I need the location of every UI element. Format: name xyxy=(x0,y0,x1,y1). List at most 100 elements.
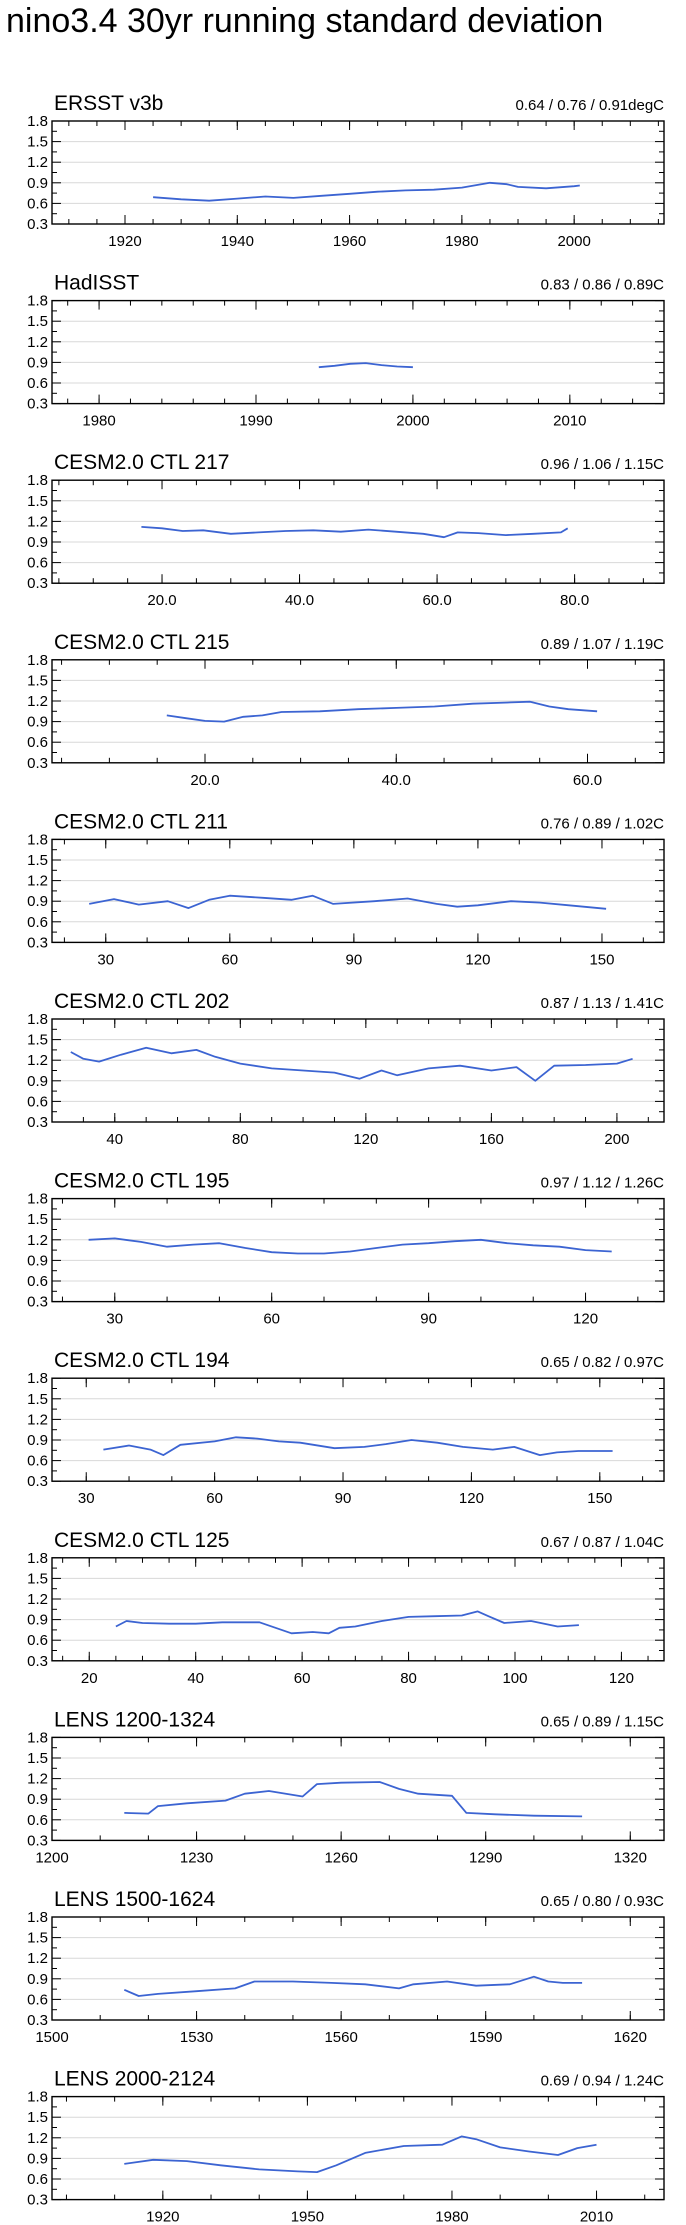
y-tick-label: 1.8 xyxy=(27,652,48,669)
x-tick-label: 80 xyxy=(232,1131,249,1148)
x-tick-label: 1950 xyxy=(291,2209,324,2225)
x-tick-label: 60.0 xyxy=(422,592,451,609)
y-tick-label: 0.6 xyxy=(27,1991,48,2008)
y-tick-label: 1.8 xyxy=(27,1729,48,1746)
y-tick-label: 1.5 xyxy=(27,1211,48,1228)
plot-frame xyxy=(51,1377,665,1482)
series-line xyxy=(88,1237,612,1255)
x-tick-label: 1230 xyxy=(180,1849,213,1866)
plot-frame xyxy=(51,659,665,764)
y-tick-label: 1.5 xyxy=(27,2109,48,2126)
x-tick-label: 1920 xyxy=(108,233,141,250)
y-tick-label: 0.3 xyxy=(27,575,48,592)
y-tick-label: 0.6 xyxy=(27,555,48,572)
series-line xyxy=(166,700,598,723)
x-tick-label: 40.0 xyxy=(285,592,314,609)
series-line xyxy=(124,1781,583,1818)
x-tick-label: 60 xyxy=(263,1311,280,1328)
y-tick-label: 0.3 xyxy=(27,2192,48,2209)
x-tick-label: 1500 xyxy=(35,2029,68,2046)
y-tick-label: 0.3 xyxy=(27,1294,48,1311)
y-tick-label: 0.9 xyxy=(27,1791,48,1808)
x-tick-label: 120 xyxy=(353,1131,378,1148)
x-tick-label: 1200 xyxy=(35,1849,68,1866)
y-tick-label: 0.3 xyxy=(27,1473,48,1490)
x-tick-label: 2010 xyxy=(580,2209,613,2225)
y-tick-label: 0.3 xyxy=(27,934,48,951)
plot-frame xyxy=(51,1736,665,1842)
y-tick-label: 1.5 xyxy=(27,134,48,151)
y-tick-label: 1.2 xyxy=(27,1771,48,1788)
y-tick-label: 0.9 xyxy=(27,175,48,192)
y-tick-label: 0.3 xyxy=(27,2012,48,2029)
y-tick-label: 1.8 xyxy=(27,472,48,489)
x-tick-label: 40 xyxy=(106,1131,123,1148)
y-tick-label: 1.2 xyxy=(27,2130,48,2147)
panel-stats: 0.97 / 1.12 / 1.26C xyxy=(541,1175,665,1192)
x-tick-label: 1980 xyxy=(445,233,478,250)
x-tick-label: 30 xyxy=(106,1311,123,1328)
panel-stats: 0.64 / 0.76 / 0.91degC xyxy=(516,97,665,114)
y-tick-label: 1.8 xyxy=(27,113,48,130)
x-tick-label: 60 xyxy=(206,1490,223,1507)
y-tick-label: 0.9 xyxy=(27,893,48,910)
y-tick-label: 1.5 xyxy=(27,313,48,330)
x-tick-label: 1320 xyxy=(614,1849,647,1866)
y-tick-label: 1.2 xyxy=(27,1232,48,1249)
x-tick-label: 1560 xyxy=(324,2029,357,2046)
x-tick-label: 40.0 xyxy=(382,772,411,789)
y-tick-label: 1.2 xyxy=(27,154,48,171)
x-tick-label: 2000 xyxy=(396,413,429,430)
x-tick-label: 2000 xyxy=(557,233,590,250)
y-tick-label: 1.2 xyxy=(27,334,48,351)
y-tick-label: 0.3 xyxy=(27,1832,48,1849)
panel-stats: 0.69 / 0.94 / 1.24C xyxy=(541,2073,665,2090)
y-tick-label: 0.9 xyxy=(27,1252,48,1269)
y-tick-label: 0.9 xyxy=(27,1971,48,1988)
x-tick-label: 40 xyxy=(187,1670,204,1687)
chart-panel: 0.3 0.6 0.9 1.2 1.5 1.8 30 60 90 120 CESM2.0 CTL 1… xyxy=(27,1170,665,1328)
panel-title: CESM2.0 CTL 217 xyxy=(54,451,229,474)
series-line xyxy=(153,181,580,202)
panel-title: CESM2.0 CTL 215 xyxy=(54,631,229,654)
panel-title: LENS 1200-1324 xyxy=(54,1708,215,1731)
y-tick-label: 1.5 xyxy=(27,1032,48,1049)
y-tick-label: 1.8 xyxy=(27,831,48,848)
panel-stats: 0.96 / 1.06 / 1.15C xyxy=(541,456,665,473)
x-tick-label: 120 xyxy=(573,1311,598,1328)
x-tick-label: 90 xyxy=(346,951,363,968)
x-tick-label: 150 xyxy=(587,1490,612,1507)
y-tick-label: 1.2 xyxy=(27,1591,48,1608)
x-tick-label: 90 xyxy=(420,1311,437,1328)
chart-panel: 0.3 0.6 0.9 1.2 1.5 1.8 1920 1950 1980 2010 LENS 2… xyxy=(27,2068,665,2225)
x-tick-label: 1980 xyxy=(435,2209,468,2225)
x-tick-label: 1530 xyxy=(180,2029,213,2046)
y-tick-label: 0.6 xyxy=(27,1453,48,1470)
x-tick-label: 160 xyxy=(479,1131,504,1148)
panel-stats: 0.76 / 0.89 / 1.02C xyxy=(541,815,665,832)
x-tick-label: 200 xyxy=(604,1131,629,1148)
panel-title: ERSST v3b xyxy=(54,92,163,115)
x-tick-label: 1940 xyxy=(221,233,254,250)
y-tick-label: 0.6 xyxy=(27,734,48,751)
x-tick-label: 60.0 xyxy=(573,772,602,789)
y-tick-label: 0.6 xyxy=(27,1273,48,1290)
chart-panel: 0.3 0.6 0.9 1.2 1.5 1.8 20.0 40.0 60.0 CESM2.0 CT… xyxy=(27,631,665,789)
chart-panel: 0.3 0.6 0.9 1.2 1.5 1.8 1920 1940 1960 1980 2000 ER… xyxy=(27,92,665,250)
y-tick-label: 0.9 xyxy=(27,1612,48,1629)
chart-panel: 0.3 0.6 0.9 1.2 1.5 1.8 20 40 60 80 100 120 CESM2.0 … xyxy=(27,1529,665,1687)
y-tick-label: 0.3 xyxy=(27,1114,48,1131)
y-tick-label: 1.2 xyxy=(27,1950,48,1967)
panel-stats: 0.65 / 0.82 / 0.97C xyxy=(541,1354,665,1371)
x-tick-label: 20 xyxy=(81,1670,98,1687)
y-tick-label: 1.8 xyxy=(27,1191,48,1208)
series-line xyxy=(103,1436,613,1456)
series-line xyxy=(318,362,413,369)
y-tick-label: 0.6 xyxy=(27,375,48,392)
y-tick-label: 1.2 xyxy=(27,1411,48,1428)
panel-title: LENS 1500-1624 xyxy=(54,1888,215,1911)
plot-frame xyxy=(51,299,665,405)
y-tick-label: 1.2 xyxy=(27,693,48,710)
y-tick-label: 0.6 xyxy=(27,2171,48,2188)
y-tick-label: 0.9 xyxy=(27,714,48,731)
